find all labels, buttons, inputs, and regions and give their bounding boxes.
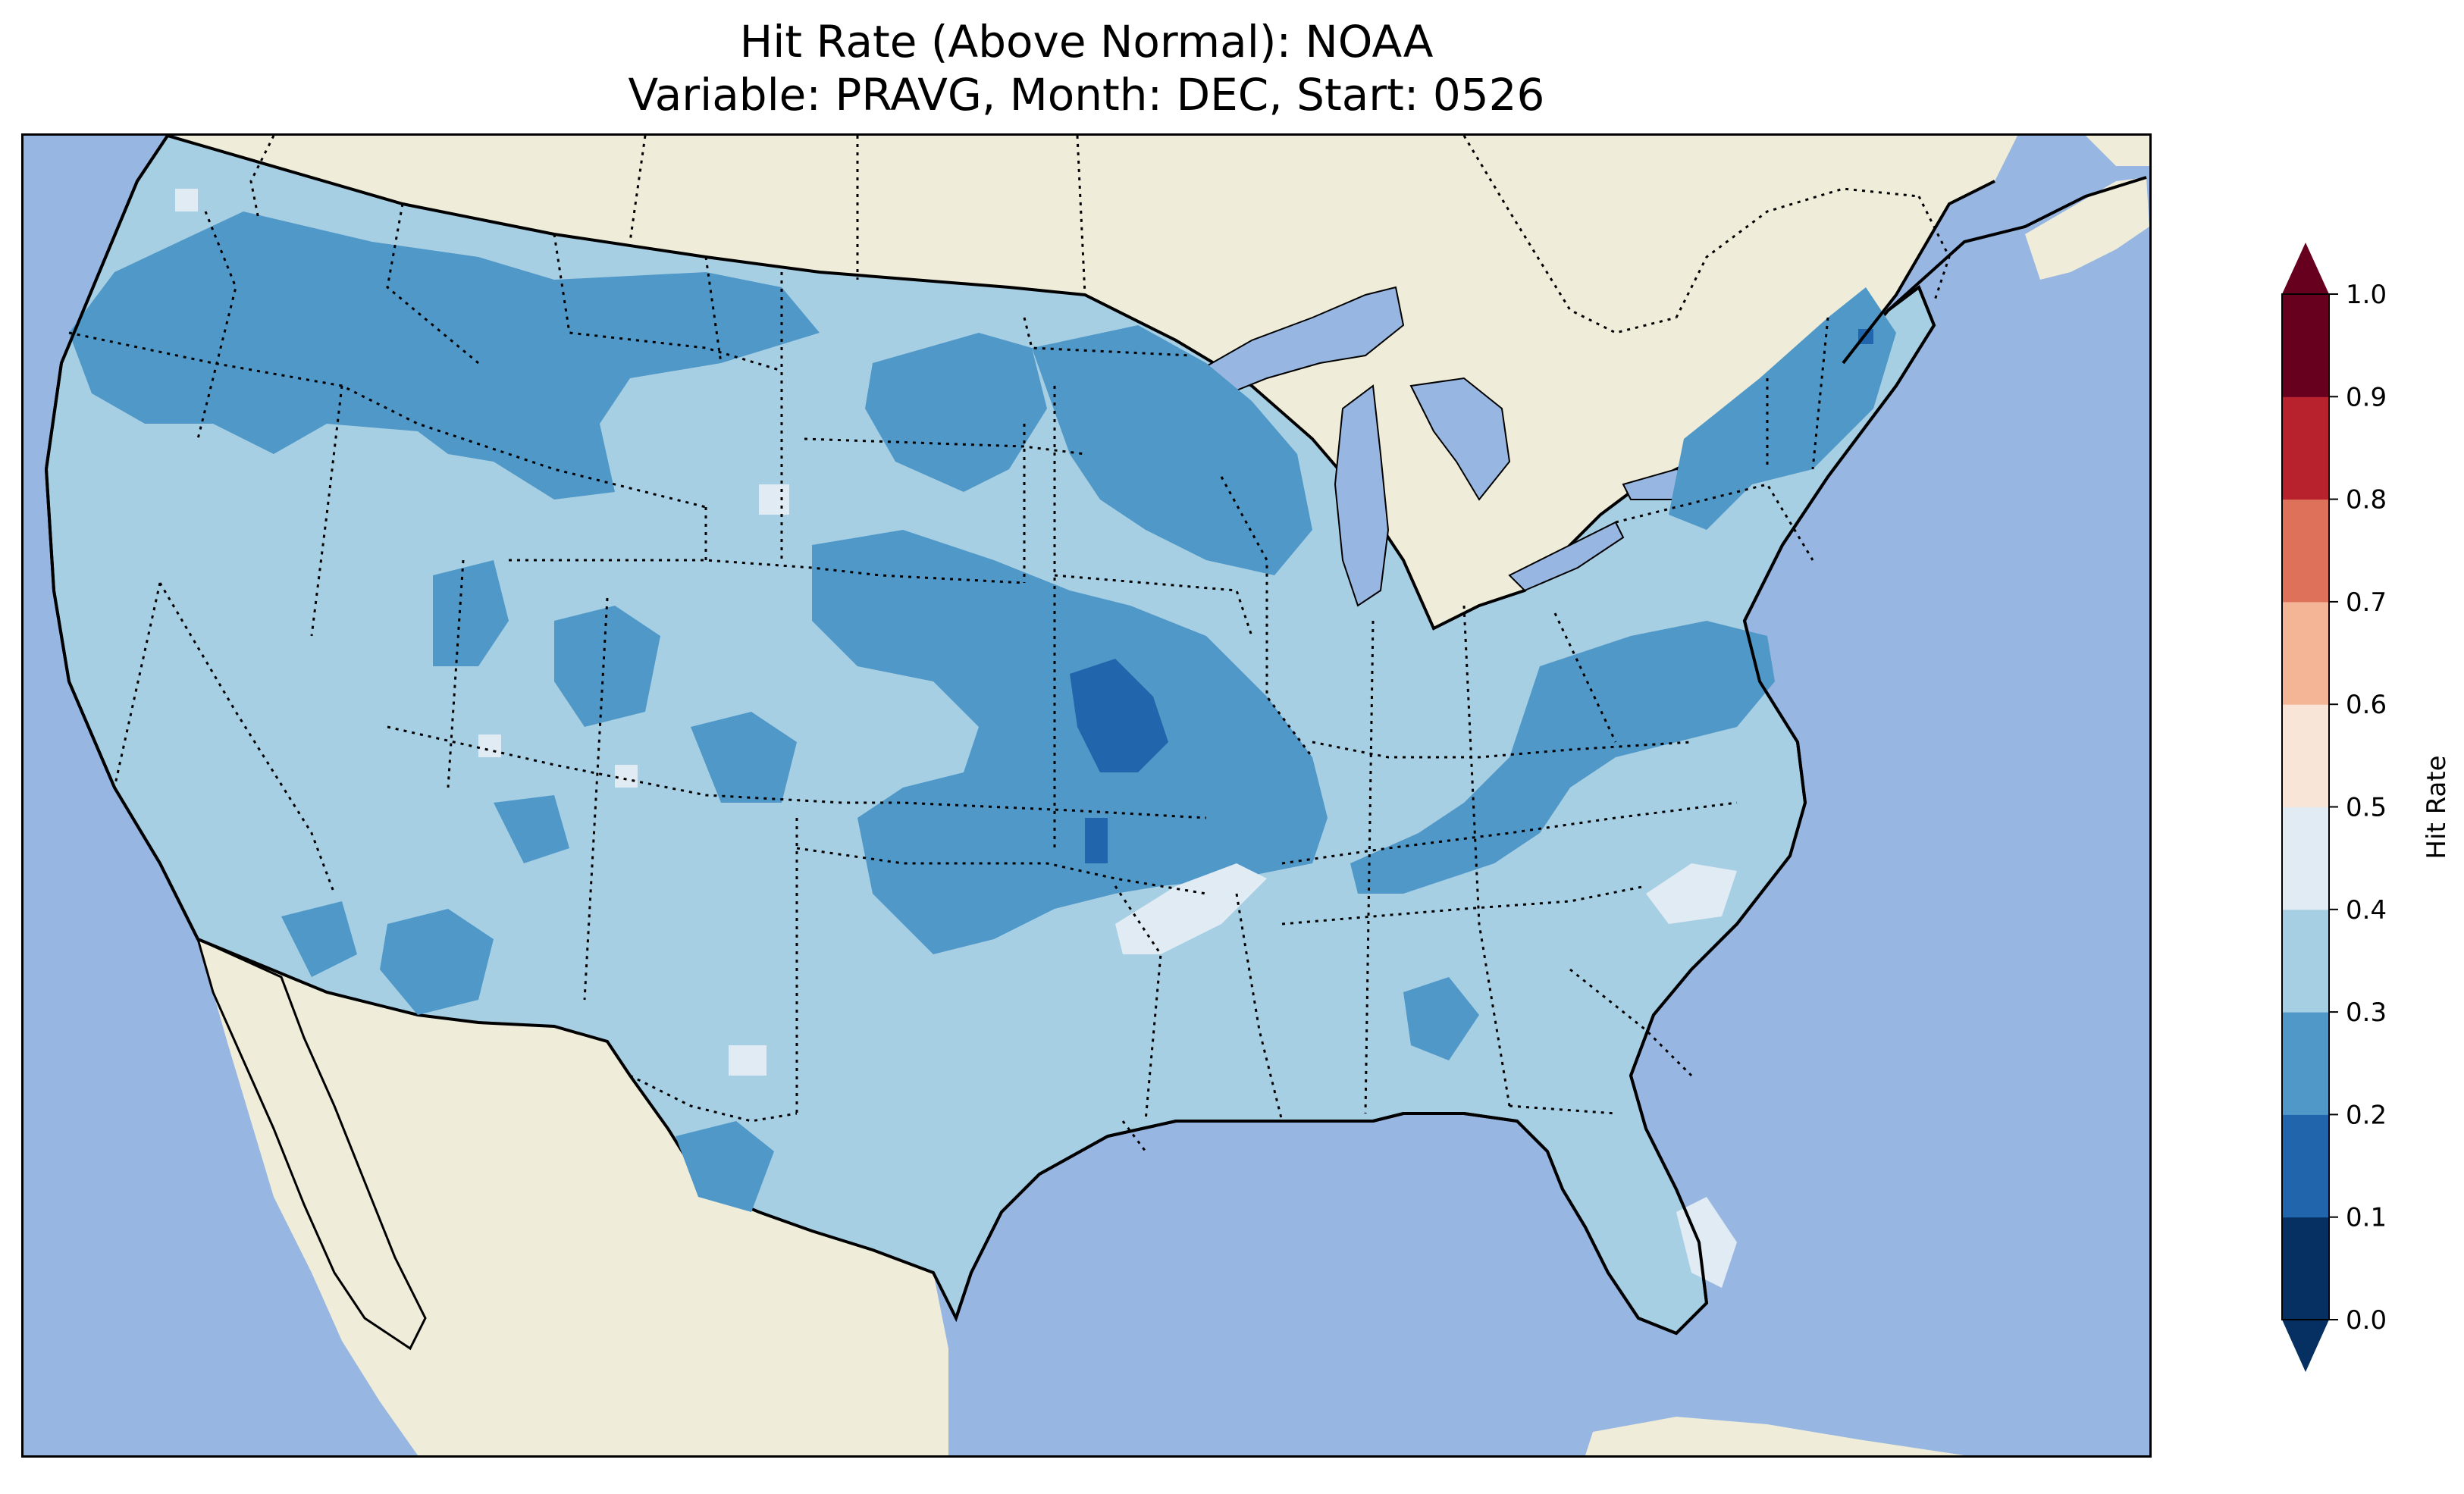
region-dakotas: [865, 333, 1047, 492]
region-missouri-core: [1070, 659, 1168, 772]
region-mid-atlantic: [1350, 621, 1775, 894]
region-new-mexico-patch: [494, 795, 569, 863]
lake-huron: [1409, 377, 1511, 501]
colorbar-tick-label: 0.2: [2346, 1100, 2387, 1130]
region-colorado-east-patch: [691, 712, 797, 803]
region-central-plains: [812, 530, 1328, 954]
region-arizona-patch: [380, 909, 494, 1015]
region-northern-rockies: [403, 272, 600, 409]
chart-title-line-2: Variable: PRAVG, Month: DEC, Start: 0526: [628, 69, 1545, 121]
colorbar-segment-3: [2282, 909, 2329, 1013]
colorbar-extend-min: [2282, 1320, 2329, 1372]
region-washington-spot: [175, 189, 198, 211]
hit-rate-0.1-0.2-regions: [1070, 329, 1873, 863]
colorbar-segment-8: [2282, 396, 2329, 500]
colorbar-tick-label: 0.0: [2346, 1305, 2387, 1336]
colorbar-extend-max: [2282, 243, 2329, 294]
lake-erie: [1508, 521, 1625, 592]
region-northeast: [1669, 287, 1896, 530]
colorbar-segment-7: [2282, 499, 2329, 603]
us-hit-rate-map: [21, 133, 2152, 1458]
colorbar-segment-5: [2282, 704, 2329, 807]
lake-michigan: [1334, 384, 1390, 607]
lake-superior: [1197, 286, 1405, 395]
region-great-basin-patch: [433, 560, 509, 666]
colorbar-tick-label: 0.3: [2346, 998, 2387, 1028]
hit-rate-0.4-0.5-regions: [175, 189, 1737, 1288]
newfoundland-land: [2086, 136, 2149, 166]
region-carolinas: [1646, 863, 1737, 924]
region-texas-spot: [729, 1045, 766, 1076]
cuba-land: [1585, 1417, 1964, 1455]
colorbar-tick-label: 0.6: [2346, 690, 2387, 720]
region-california-south-patch: [281, 901, 357, 977]
region-south-florida: [1676, 1197, 1737, 1288]
colorbar-label: Hit Rate: [2422, 755, 2452, 859]
region-utah-spot: [615, 765, 638, 788]
colorbar-segment-9: [2282, 294, 2329, 397]
coastlines: [44, 136, 2147, 1335]
colorbar-ticks: 0.0 0.1 0.2 0.3 0.4 0.5 0.6 0.7 0.8 0.9 1.0: [2329, 280, 2387, 1336]
colorbar-tick-label: 0.8: [2346, 485, 2387, 515]
colorbar-segments: [2282, 294, 2329, 1320]
colorbar-tick-label: 0.1: [2346, 1203, 2387, 1233]
baja-california-land: [196, 937, 427, 1351]
colorbar-segment-0: [2282, 1217, 2329, 1320]
state-borders: [68, 203, 1829, 1152]
colorbar-segment-4: [2282, 807, 2329, 910]
region-oklahoma-spot: [1085, 818, 1108, 863]
hit-rate-0.2-0.3-regions: [69, 211, 1896, 1212]
region-upper-midwest: [1032, 325, 1312, 575]
region-lower-mississippi: [1115, 863, 1267, 954]
colorbar-tick-label: 0.7: [2346, 587, 2387, 618]
colorbar-tick-label: 0.5: [2346, 793, 2387, 823]
region-texas-patch: [676, 1121, 774, 1212]
chart-title-line-1: Hit Rate (Above Normal): NOAA: [739, 16, 1434, 67]
colorbar-tick-label: 0.9: [2346, 382, 2387, 412]
colorbar-tick-label: 1.0: [2346, 280, 2387, 310]
nova-scotia-land: [2025, 177, 2149, 280]
colorbar-segment-6: [2282, 601, 2329, 705]
colorbar-segment-2: [2282, 1012, 2329, 1115]
region-colorado-patch: [554, 606, 660, 727]
canada-land: [175, 136, 2017, 628]
colorbar-tick-label: 0.4: [2346, 895, 2387, 926]
region-alabama-patch: [1403, 977, 1479, 1060]
map-canvas: [24, 136, 2149, 1455]
colorbar-segment-1: [2282, 1114, 2329, 1218]
